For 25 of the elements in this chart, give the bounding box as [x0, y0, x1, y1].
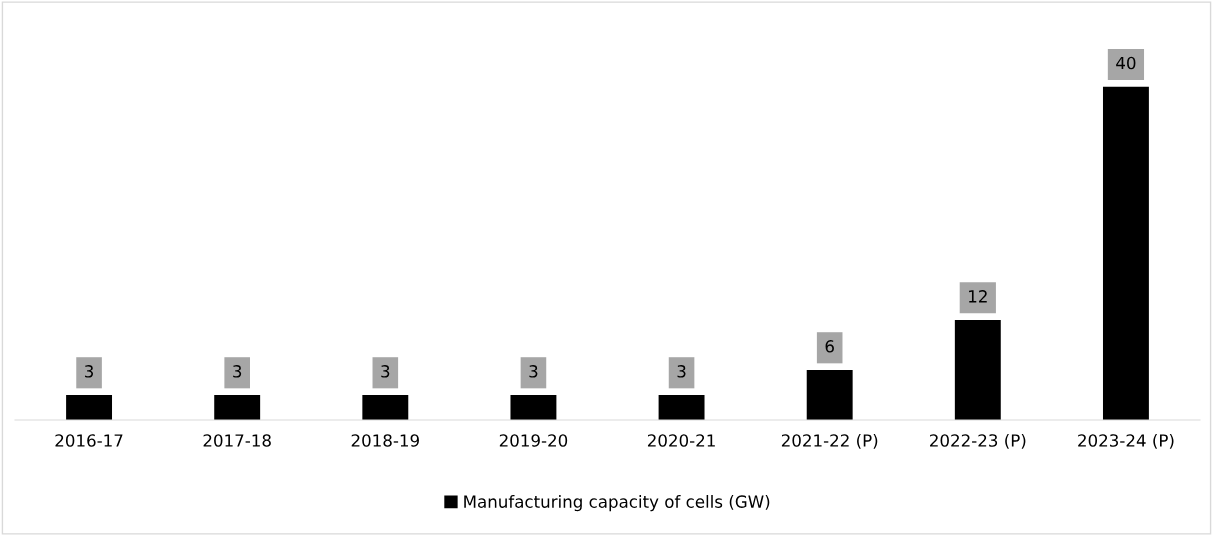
data-label: 3	[529, 365, 538, 378]
x-tick-label: 2017-18	[203, 434, 271, 447]
bar	[214, 395, 261, 420]
bar	[510, 395, 557, 420]
x-tick-label: 2022-23 (P)	[930, 433, 1026, 449]
data-label: 6	[825, 340, 834, 353]
x-tick-label: 2018-19	[351, 434, 419, 447]
x-tick-label: 2020-21	[647, 434, 715, 447]
bar	[806, 370, 853, 420]
data-label: 3	[85, 365, 94, 378]
data-label: 3	[233, 365, 242, 378]
x-tick-label: 2021-22 (P)	[781, 433, 878, 449]
x-tick-label: 2016-17	[55, 434, 123, 447]
data-label: 3	[381, 365, 390, 378]
data-label: 40	[1116, 56, 1136, 70]
bar	[1102, 86, 1149, 420]
bar	[658, 395, 705, 420]
bar	[954, 320, 1001, 420]
legend-label: Manufacturing capacity of cells (GW)	[464, 495, 770, 512]
data-label: 3	[677, 365, 686, 378]
x-tick-label: 2019-20	[499, 434, 568, 447]
bar	[66, 395, 113, 420]
data-label: 12	[969, 290, 987, 303]
bar	[362, 395, 409, 420]
x-tick-label: 2023-24 (P)	[1078, 433, 1174, 449]
